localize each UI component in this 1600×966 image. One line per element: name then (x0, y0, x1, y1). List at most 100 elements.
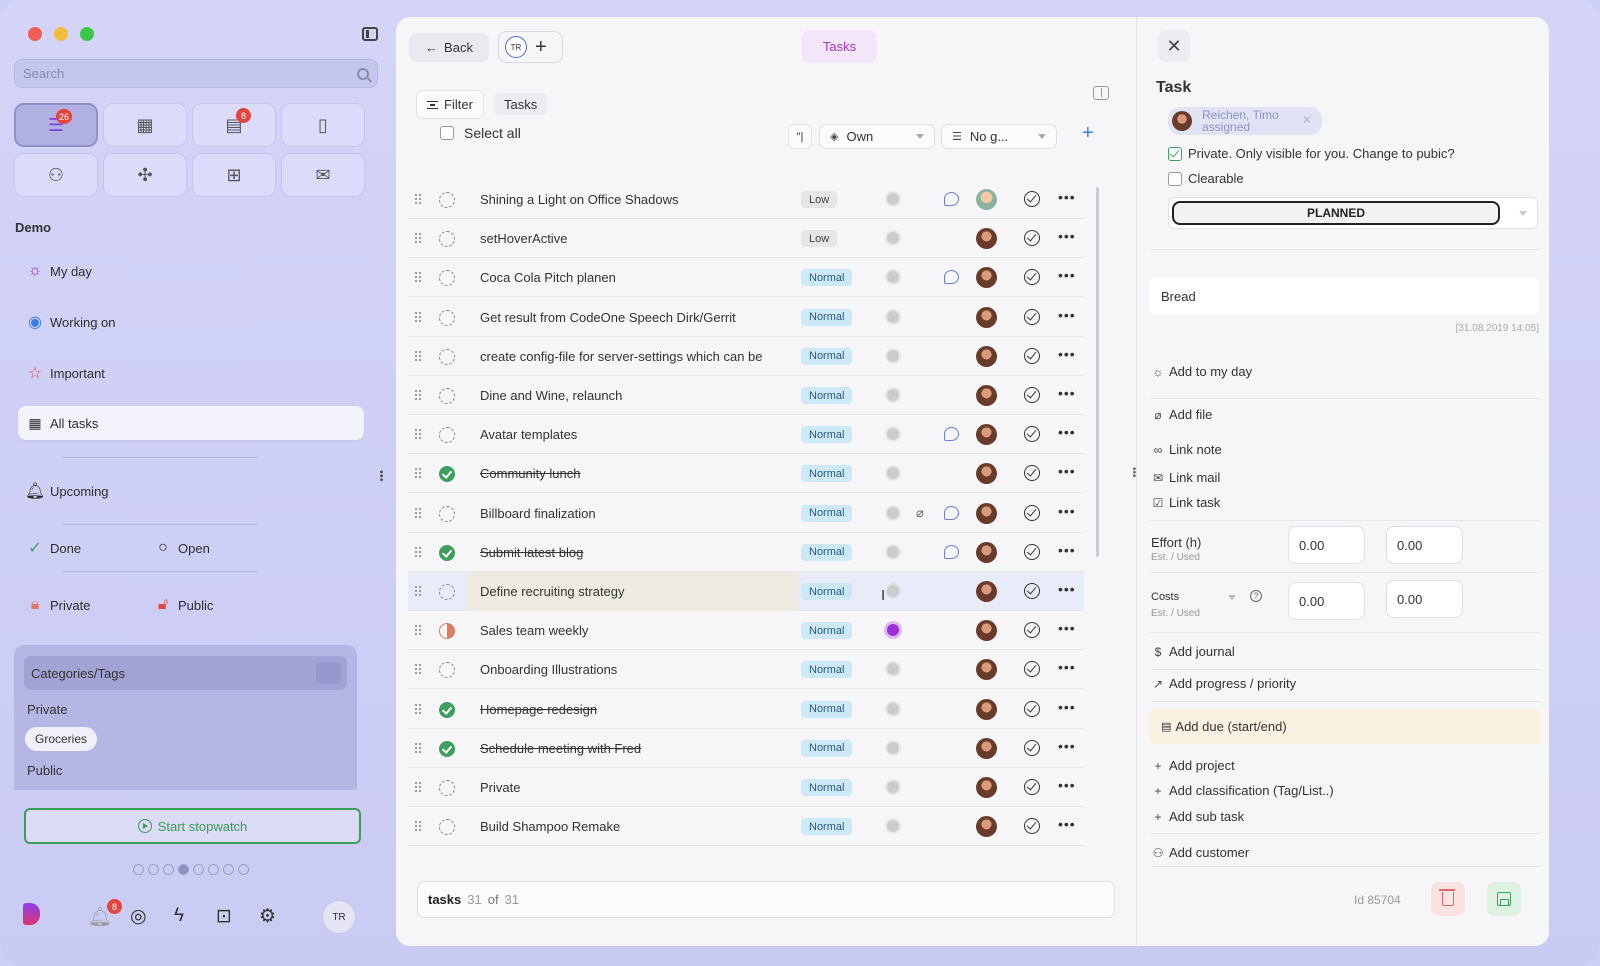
avatar[interactable] (976, 737, 997, 759)
group-dropdown[interactable]: ☰ No g... (941, 124, 1057, 149)
save-button[interactable] (1487, 882, 1521, 916)
complete-icon[interactable] (1024, 465, 1040, 482)
avatar[interactable] (976, 541, 997, 563)
resize-handle[interactable]: ••• (1128, 467, 1139, 478)
categories-search-icon[interactable] (316, 662, 341, 684)
pager-dot[interactable] (223, 864, 234, 875)
pager-dot[interactable] (208, 864, 219, 875)
task-row[interactable]: Community lunch Normal ••• (408, 454, 1084, 494)
task-title[interactable]: Shining a Light on Office Shadows (480, 192, 679, 207)
avatar[interactable]: TR (322, 900, 356, 934)
minimize-window-button[interactable] (54, 27, 68, 41)
private-option[interactable]: Private. Only visible for you. Change to… (1168, 146, 1455, 161)
status-circle-icon[interactable] (439, 466, 455, 483)
task-row[interactable]: Coca Cola Pitch planen Normal ••• (408, 258, 1084, 298)
more-icon[interactable]: ••• (1058, 698, 1076, 715)
complete-icon[interactable] (1024, 269, 1040, 286)
drag-handle-icon[interactable] (414, 506, 422, 519)
status-circle-icon[interactable] (439, 427, 455, 444)
more-icon[interactable]: ••• (1058, 620, 1076, 637)
pager-dot-active[interactable] (178, 864, 189, 875)
status-circle-icon[interactable] (439, 388, 455, 404)
avatar[interactable] (976, 698, 997, 720)
task-title[interactable]: Avatar templates (480, 427, 578, 443)
sidebar-toggle-icon[interactable] (362, 27, 378, 41)
task-row[interactable]: Shining a Light on Office Shadows Low ••• (408, 180, 1084, 219)
private-checkbox[interactable] (1168, 146, 1182, 161)
owner-dropdown[interactable]: ◈ Own (819, 124, 935, 149)
bell-icon[interactable]: 🔔︎ (88, 907, 113, 928)
task-title[interactable]: setHoverActive (480, 231, 568, 247)
priority-badge[interactable]: Normal (801, 739, 853, 757)
more-icon[interactable]: ••• (1058, 267, 1076, 284)
priority-badge[interactable]: Normal (801, 818, 853, 836)
status-circle-icon[interactable] (439, 270, 455, 287)
mail-app-button[interactable]: ✉ (281, 153, 365, 197)
sun-icon[interactable] (887, 349, 899, 362)
task-title[interactable]: Private (480, 780, 521, 795)
task-row[interactable]: Submit latest blog Normal ••• (408, 533, 1084, 572)
pager-dot[interactable] (163, 864, 174, 875)
comment-icon[interactable] (944, 505, 959, 520)
maximize-window-button[interactable] (80, 27, 94, 41)
task-row[interactable]: setHoverActive Low ••• (408, 219, 1084, 259)
task-title[interactable]: Get result from CodeOne Speech Dirk/Gerr… (480, 309, 736, 325)
avatar[interactable] (976, 385, 997, 406)
priority-badge[interactable]: Low (801, 230, 838, 248)
help-icon[interactable]: ? (1250, 590, 1262, 602)
priority-badge[interactable]: Normal (801, 269, 853, 287)
task-title[interactable]: Submit latest blog (480, 544, 584, 560)
task-title[interactable]: Coca Cola Pitch planen (480, 270, 616, 286)
status-circle-icon[interactable] (439, 231, 455, 248)
task-row[interactable]: Private Normal ••• (408, 768, 1084, 807)
status-circle-icon[interactable] (439, 780, 455, 796)
contacts-app-button[interactable]: ⚇ (14, 153, 98, 197)
task-title[interactable]: Billboard finalization (480, 505, 596, 521)
add-due-button[interactable]: ▤ Add due (start/end) (1149, 709, 1541, 744)
sun-icon[interactable] (887, 585, 899, 597)
priority-badge[interactable]: Normal (801, 504, 853, 522)
sun-icon[interactable] (887, 467, 899, 480)
priority-badge[interactable]: Normal (801, 583, 853, 600)
sun-icon[interactable] (887, 663, 899, 676)
drag-handle-icon[interactable] (414, 545, 422, 558)
close-window-button[interactable] (28, 27, 42, 41)
task-row[interactable]: Sales team weekly Normal ••• (408, 611, 1084, 651)
select-all[interactable]: Select all (440, 125, 521, 141)
priority-badge[interactable]: Normal (801, 779, 853, 796)
avatar[interactable] (976, 228, 997, 250)
tab-tasks[interactable]: Tasks (802, 30, 877, 63)
sun-icon[interactable] (887, 781, 899, 793)
chevron-down-icon[interactable] (1228, 595, 1236, 600)
avatar[interactable] (976, 620, 997, 642)
pager-dot[interactable] (238, 864, 249, 875)
pager-dot[interactable] (193, 864, 204, 875)
avatar[interactable] (976, 345, 997, 367)
drag-handle-icon[interactable] (414, 467, 422, 480)
drag-handle-icon[interactable] (414, 310, 422, 323)
effort-used-input[interactable]: 0.00 (1386, 526, 1463, 564)
sun-icon[interactable] (887, 310, 899, 323)
more-icon[interactable]: ••• (1058, 345, 1076, 362)
priority-badge[interactable]: Normal (801, 543, 853, 561)
drag-handle-icon[interactable] (414, 428, 422, 441)
drag-handle-icon[interactable] (414, 232, 422, 245)
costs-used-input[interactable]: 0.00 (1386, 580, 1463, 618)
nav-done[interactable]: ✓ Done (18, 531, 138, 565)
status-circle-icon[interactable] (439, 544, 455, 561)
nav-open[interactable]: ○ Open (146, 531, 266, 565)
search-input[interactable] (23, 66, 357, 81)
widgets-app-button[interactable]: ⊞ (192, 153, 276, 197)
nav-all-tasks[interactable]: ▦ All tasks (18, 406, 364, 440)
task-row[interactable]: Schedule meeting with Fred Normal ••• (408, 729, 1084, 768)
add-progress-button[interactable]: ↗ Add progress / priority (1151, 676, 1296, 691)
status-circle-icon[interactable] (439, 505, 455, 522)
complete-icon[interactable] (1024, 387, 1040, 403)
complete-icon[interactable] (1024, 622, 1040, 639)
status-circle-icon[interactable] (439, 584, 455, 600)
priority-badge[interactable]: Normal (801, 387, 853, 404)
task-title[interactable]: Dine and Wine, relaunch (480, 388, 623, 403)
task-row[interactable]: Get result from CodeOne Speech Dirk/Gerr… (408, 298, 1084, 337)
costs-est-input[interactable]: 0.00 (1288, 582, 1365, 620)
avatar[interactable] (976, 777, 997, 798)
